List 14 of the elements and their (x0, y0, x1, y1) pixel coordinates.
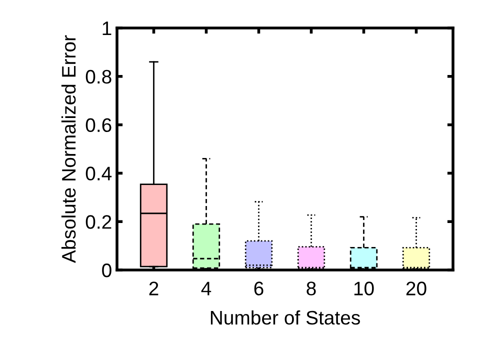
y-axis-title: Absolute Normalized Error (61, 35, 76, 263)
y-tick-label: 1 (102, 22, 112, 36)
y-tick-label: 0.6 (86, 118, 112, 132)
x-tick-label: 6 (254, 282, 264, 296)
x-tick-label: 8 (306, 282, 316, 296)
x-tick-label: 4 (201, 282, 212, 296)
x-tick-label: 20 (406, 282, 426, 296)
x-tick-label: 10 (354, 282, 374, 296)
y-tick-label: 0.2 (86, 215, 112, 229)
x-axis-title: Number of States (210, 310, 360, 325)
y-tick-label: 0.8 (86, 70, 112, 84)
x-tick-label: 2 (149, 282, 158, 296)
y-tick-label: 0.4 (86, 166, 112, 180)
y-tick-label: 0 (102, 263, 112, 278)
